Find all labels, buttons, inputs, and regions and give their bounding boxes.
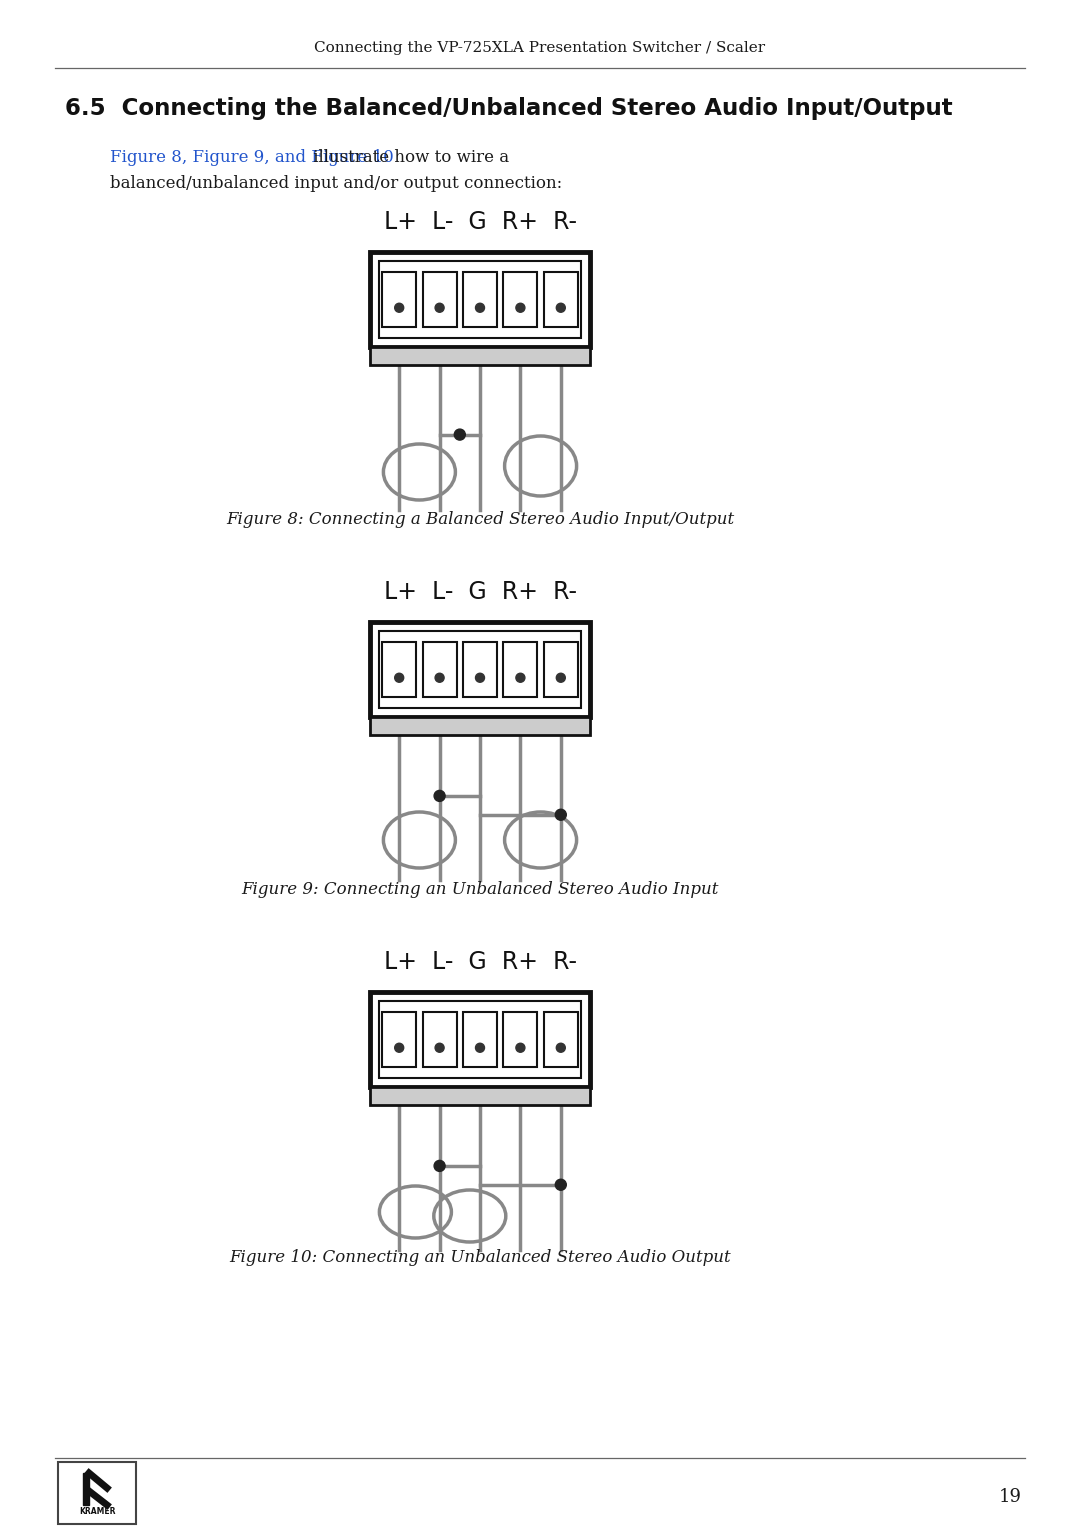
- Bar: [379, 1000, 581, 1079]
- Circle shape: [435, 673, 444, 682]
- Text: L+  L-  G  R+  R-: L+ L- G R+ R-: [383, 210, 577, 234]
- Text: balanced/unbalanced input and/or output connection:: balanced/unbalanced input and/or output …: [110, 175, 563, 192]
- Bar: [83, 1472, 89, 1504]
- Text: 6.5  Connecting the Balanced/Unbalanced Stereo Audio Input/Output: 6.5 Connecting the Balanced/Unbalanced S…: [65, 97, 953, 119]
- Circle shape: [394, 1043, 404, 1052]
- Bar: [379, 260, 581, 339]
- Bar: [58, 1462, 136, 1524]
- Circle shape: [435, 303, 444, 313]
- Bar: [422, 642, 457, 697]
- Bar: [422, 273, 457, 326]
- Bar: [370, 717, 590, 735]
- Circle shape: [556, 673, 565, 682]
- Bar: [544, 273, 578, 326]
- Bar: [503, 642, 538, 697]
- Bar: [463, 273, 497, 326]
- Bar: [463, 1013, 497, 1066]
- Circle shape: [394, 303, 404, 313]
- Circle shape: [435, 1043, 444, 1052]
- Bar: [382, 642, 416, 697]
- Bar: [382, 1013, 416, 1066]
- Text: KRAMER: KRAMER: [79, 1506, 116, 1515]
- Text: illustrate how to wire a: illustrate how to wire a: [308, 150, 509, 167]
- Bar: [382, 273, 416, 326]
- Circle shape: [516, 303, 525, 313]
- Text: Figure 10: Connecting an Unbalanced Stereo Audio Output: Figure 10: Connecting an Unbalanced Ster…: [229, 1250, 731, 1267]
- Circle shape: [394, 673, 404, 682]
- Text: Figure 8: Connecting a Balanced Stereo Audio Input/Output: Figure 8: Connecting a Balanced Stereo A…: [226, 512, 734, 529]
- Circle shape: [475, 1043, 485, 1052]
- Bar: [379, 631, 581, 708]
- Bar: [422, 1013, 457, 1066]
- Circle shape: [455, 429, 465, 440]
- Circle shape: [555, 1180, 566, 1190]
- Bar: [544, 1013, 578, 1066]
- Bar: [503, 273, 538, 326]
- Circle shape: [555, 809, 566, 820]
- Bar: [503, 1013, 538, 1066]
- Bar: [370, 993, 590, 1088]
- Circle shape: [556, 303, 565, 313]
- Circle shape: [556, 1043, 565, 1052]
- Bar: [370, 348, 590, 365]
- Text: Connecting the VP-725XLA Presentation Switcher / Scaler: Connecting the VP-725XLA Presentation Sw…: [314, 41, 766, 55]
- Circle shape: [475, 303, 485, 313]
- Text: 19: 19: [999, 1488, 1022, 1506]
- Text: Figure 9: Connecting an Unbalanced Stereo Audio Input: Figure 9: Connecting an Unbalanced Stere…: [241, 881, 718, 898]
- Circle shape: [475, 673, 485, 682]
- Bar: [463, 642, 497, 697]
- Text: L+  L-  G  R+  R-: L+ L- G R+ R-: [383, 581, 577, 604]
- Circle shape: [434, 791, 445, 801]
- Circle shape: [434, 1160, 445, 1172]
- Circle shape: [516, 673, 525, 682]
- Bar: [544, 642, 578, 697]
- Text: L+  L-  G  R+  R-: L+ L- G R+ R-: [383, 950, 577, 974]
- Bar: [370, 622, 590, 717]
- Text: Figure 8, Figure 9, and Figure 10: Figure 8, Figure 9, and Figure 10: [110, 150, 394, 167]
- Bar: [370, 251, 590, 348]
- Circle shape: [516, 1043, 525, 1052]
- Bar: [370, 1088, 590, 1105]
